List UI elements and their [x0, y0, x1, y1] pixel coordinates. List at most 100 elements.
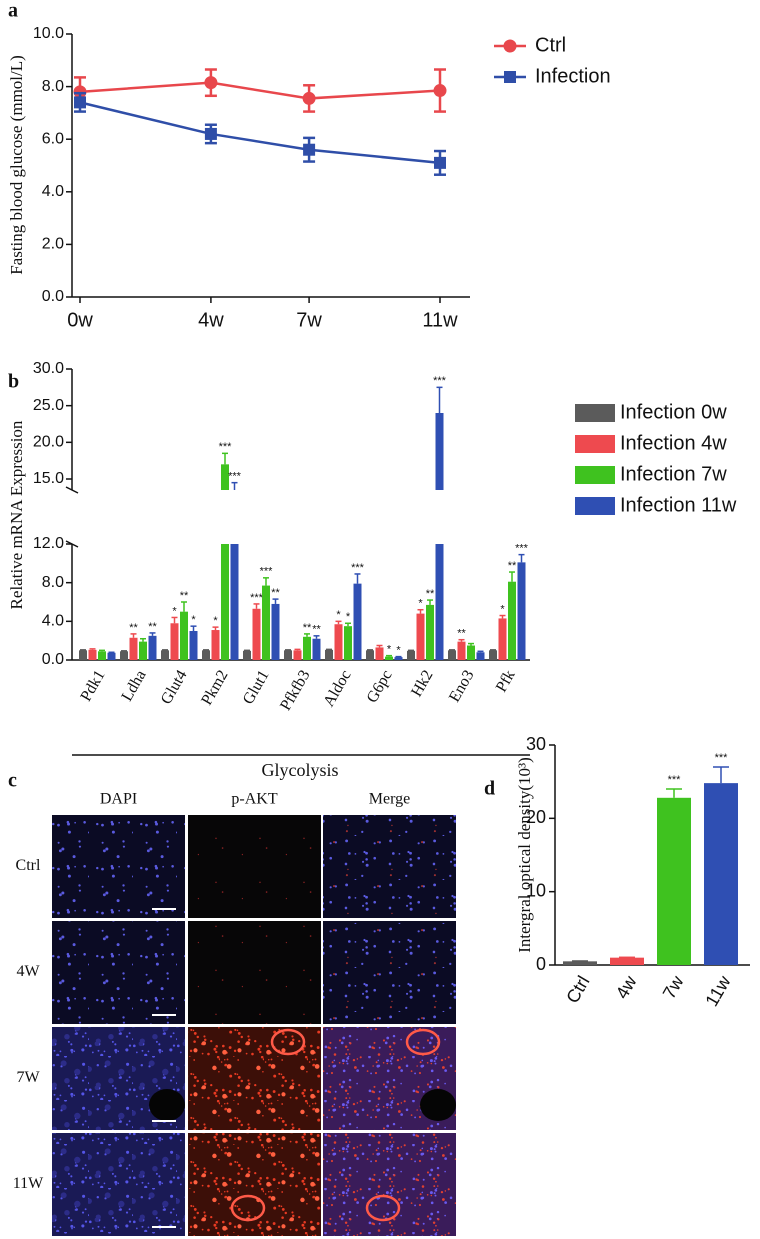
panel-label: d [484, 778, 495, 800]
bar [170, 623, 179, 660]
micrograph [188, 1133, 321, 1236]
y-tick-label: 4.0 [42, 613, 64, 630]
error-bar [354, 573, 361, 584]
bar [385, 656, 393, 660]
error-bar [304, 633, 310, 637]
error-bar [417, 608, 424, 614]
x-tick-label: 0w [67, 309, 93, 331]
y-tick-label: 0 [536, 954, 546, 974]
error-bar [477, 650, 484, 653]
significance: * [387, 644, 392, 656]
x-tick-label: Aldoc [320, 667, 354, 709]
x-tick-label: Ldha [118, 667, 149, 704]
y-tick-label: 10 [526, 880, 546, 900]
bar [610, 957, 644, 965]
error-bar [313, 635, 320, 639]
significance: *** [433, 375, 447, 387]
significance: ** [129, 622, 138, 634]
legend-marker [503, 39, 517, 53]
bar [262, 585, 270, 660]
bar [334, 624, 343, 660]
x-tick-label: Hk2 [408, 667, 437, 699]
x-tick-label: G6pc [364, 667, 396, 706]
error-bar [272, 598, 279, 604]
y-tick-label: 12.0 [33, 535, 64, 552]
vessel-ring [405, 1028, 441, 1056]
significance: * [396, 645, 401, 657]
bar [498, 618, 507, 660]
bar [457, 641, 466, 660]
error-bar [713, 766, 729, 784]
legend-label: Ctrl [535, 34, 566, 56]
micrograph [323, 921, 456, 1024]
y-tick-label: 0.0 [42, 288, 64, 305]
bar [211, 630, 220, 660]
y-tick-label: 8.0 [42, 78, 64, 95]
bar [129, 637, 138, 660]
x-tick-label: 4w [612, 972, 641, 1003]
marker [434, 156, 446, 169]
error-bar [666, 788, 682, 798]
bar [563, 961, 597, 965]
bar [344, 626, 352, 660]
bar [107, 652, 116, 660]
error-bar [386, 654, 392, 657]
bar [284, 650, 292, 660]
bar [448, 650, 456, 660]
bar [375, 647, 384, 660]
x-tick-label: 7w [659, 972, 688, 1003]
legend-label: Infection 4w [620, 432, 727, 454]
column-label: Merge [369, 791, 410, 808]
bar [88, 649, 97, 660]
bar [120, 651, 128, 660]
micrograph [52, 921, 185, 1024]
x-tick-label: 11w [701, 972, 735, 1010]
error-bar [509, 571, 515, 582]
bar [221, 544, 229, 660]
y-tick-label: 8.0 [42, 574, 64, 591]
significance: *** [515, 543, 529, 555]
marker [204, 76, 218, 90]
legend-swatch [575, 497, 615, 515]
marker [433, 84, 447, 98]
significance: * [172, 605, 177, 617]
error-bar [335, 620, 342, 625]
error-bar [294, 648, 301, 651]
legend-swatch [575, 435, 615, 453]
micrograph [52, 815, 185, 918]
bar [312, 638, 321, 660]
bar [202, 650, 210, 660]
micrograph [52, 1133, 185, 1236]
error-bar [231, 481, 238, 490]
x-tick-label: 7w [296, 309, 322, 331]
error-bar [130, 633, 137, 638]
y-tick-label: 25.0 [33, 397, 64, 414]
x-tick-label: Pfk [493, 667, 519, 695]
x-tick-label: Eno3 [446, 667, 478, 705]
error-bar [149, 632, 156, 636]
legend-label: Infection 7w [620, 463, 727, 485]
bar [407, 650, 415, 660]
y-tick-label: 2.0 [42, 236, 64, 253]
bar-upper [221, 464, 229, 490]
bar [704, 783, 738, 965]
bar [426, 604, 434, 660]
error-bar [89, 648, 96, 650]
bar [508, 581, 516, 660]
x-tick-label: Pkm2 [198, 667, 231, 708]
bar [517, 562, 526, 660]
row-label: 11W [13, 1175, 44, 1192]
significance: * [191, 614, 196, 626]
significance: ** [180, 590, 189, 602]
bar [435, 544, 444, 660]
bar [657, 797, 691, 965]
marker [74, 96, 86, 109]
bar [489, 650, 497, 660]
error-bar [140, 637, 146, 642]
legend-label: Infection 0w [620, 401, 727, 423]
significance: ** [271, 587, 280, 599]
error-bar [171, 616, 178, 624]
error-bar [253, 603, 260, 609]
dark-region [420, 1089, 456, 1121]
